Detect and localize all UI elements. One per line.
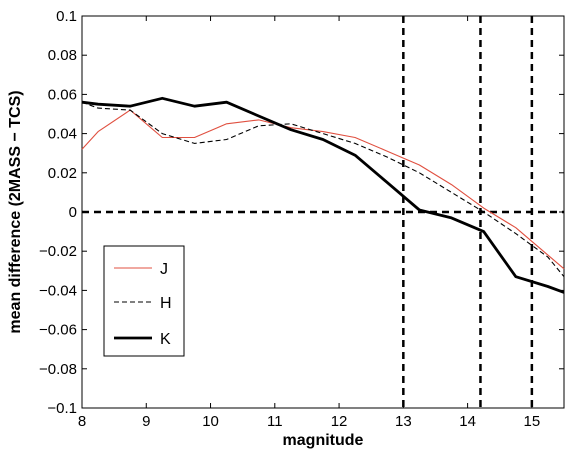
- legend-label-j: J: [160, 261, 168, 278]
- y-tick-label: −0.08: [39, 361, 77, 378]
- y-tick-label: 0.08: [48, 47, 77, 64]
- series-line-k: [81, 96, 565, 294]
- x-tick-label: 9: [142, 413, 150, 430]
- y-tick-label: 0.06: [48, 86, 77, 103]
- y-tick-label: −0.02: [39, 243, 77, 260]
- y-tick-label: −0.04: [39, 282, 77, 299]
- legend-label-h: H: [160, 295, 172, 312]
- y-tick-label: −0.1: [47, 400, 77, 417]
- series-layer: [81, 96, 565, 294]
- y-axis-ticks: −0.1 −0.08 −0.06 −0.04 −0.02 0 0.02 0.04 0.06 0.0…: [39, 8, 564, 417]
- legend: JH K: [103, 245, 185, 357]
- y-tick-label: 0.04: [48, 126, 77, 143]
- y-tick-label: −0.06: [39, 322, 77, 339]
- y-tick-label: 0.1: [56, 8, 77, 25]
- y-tick-label: 0: [69, 204, 77, 221]
- x-tick-label: 13: [395, 413, 412, 430]
- legend-box: [103, 245, 185, 357]
- series-line-j: [81, 109, 565, 270]
- y-axis-label: mean difference (2MASS − TCS): [7, 90, 24, 333]
- x-tick-label: 14: [459, 413, 476, 430]
- y-tick-label: 0.02: [48, 165, 77, 182]
- legend-label-k: K: [160, 331, 171, 348]
- x-tick-label: 12: [331, 413, 348, 430]
- x-tick-label: 10: [202, 413, 219, 430]
- x-tick-label: 11: [267, 413, 283, 430]
- series-line-h: [81, 101, 565, 278]
- x-tick-label: 15: [524, 413, 541, 430]
- x-axis-ticks: 8 9 10 11 12 13 14 15: [78, 16, 540, 430]
- x-axis-label: magnitude: [283, 432, 364, 449]
- x-tick-label: 8: [78, 413, 86, 430]
